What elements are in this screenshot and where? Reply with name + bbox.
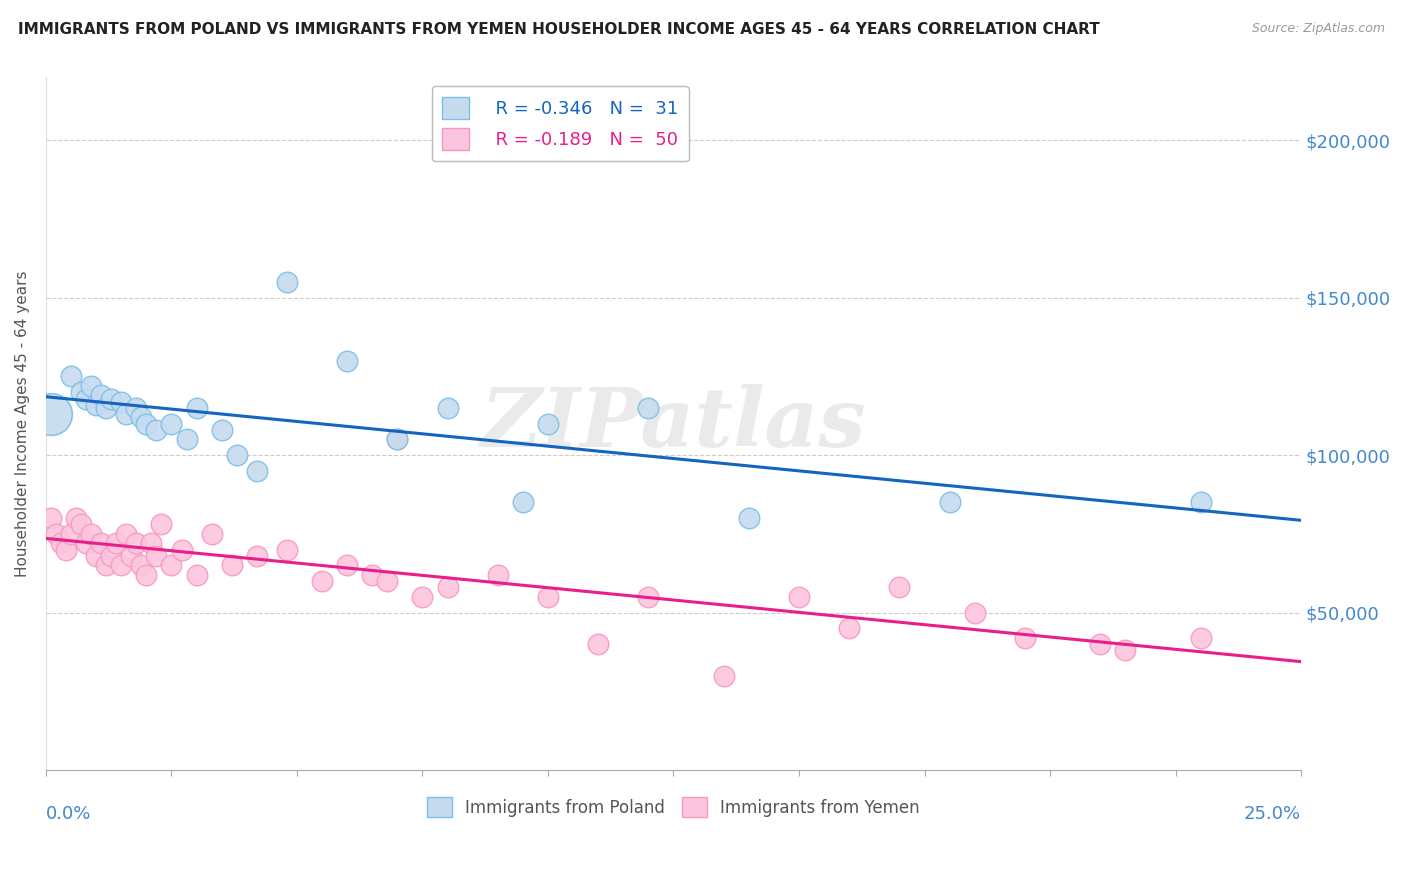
Point [889, 581, 911, 595]
Point [105, 536, 128, 550]
Point [201, 527, 224, 541]
Point [738, 511, 761, 525]
Point [115, 527, 138, 541]
Point [90, 388, 112, 402]
Point [387, 433, 409, 447]
Point [1189, 631, 1212, 645]
Y-axis label: Householder Income Ages 45 - 64 years: Householder Income Ages 45 - 64 years [15, 270, 30, 577]
Point [135, 567, 157, 582]
Point [436, 401, 458, 415]
Text: 25.0%: 25.0% [1244, 805, 1301, 822]
Point [186, 567, 208, 582]
Point [125, 536, 148, 550]
Point [375, 574, 398, 588]
Point [131, 410, 153, 425]
Point [787, 590, 810, 604]
Point [1189, 495, 1212, 509]
Point [96, 401, 118, 415]
Point [39, 407, 62, 421]
Point [938, 495, 960, 509]
Point [96, 558, 118, 573]
Point [411, 590, 433, 604]
Point [1014, 631, 1036, 645]
Point [336, 353, 359, 368]
Point [110, 394, 132, 409]
Point [486, 567, 509, 582]
Point [70, 385, 93, 400]
Point [387, 433, 409, 447]
Point [537, 417, 560, 431]
Point [65, 511, 87, 525]
Text: 0.0%: 0.0% [46, 805, 91, 822]
Point [125, 401, 148, 415]
Point [336, 558, 359, 573]
Point [361, 567, 384, 582]
Point [436, 581, 458, 595]
Point [311, 574, 333, 588]
Point [963, 606, 986, 620]
Text: ZIPatlas: ZIPatlas [481, 384, 866, 464]
Point [120, 549, 142, 563]
Point [75, 392, 97, 406]
Point [75, 536, 97, 550]
Text: Source: ZipAtlas.com: Source: ZipAtlas.com [1251, 22, 1385, 36]
Point [135, 417, 157, 431]
Point [70, 517, 93, 532]
Point [637, 401, 659, 415]
Point [100, 549, 122, 563]
Point [1114, 643, 1136, 657]
Point [80, 527, 103, 541]
Point [150, 517, 173, 532]
Point [225, 448, 247, 462]
Point [246, 549, 269, 563]
Point [60, 527, 83, 541]
Point [84, 398, 107, 412]
Point [211, 423, 233, 437]
Point [537, 590, 560, 604]
Point [276, 542, 298, 557]
Text: IMMIGRANTS FROM POLAND VS IMMIGRANTS FROM YEMEN HOUSEHOLDER INCOME AGES 45 - 64 : IMMIGRANTS FROM POLAND VS IMMIGRANTS FRO… [18, 22, 1099, 37]
Point [39, 511, 62, 525]
Point [110, 558, 132, 573]
Point [55, 542, 77, 557]
Point [141, 536, 163, 550]
Point [838, 621, 860, 635]
Point [84, 549, 107, 563]
Point [170, 542, 193, 557]
Point [512, 495, 534, 509]
Point [131, 558, 153, 573]
Point [1090, 637, 1112, 651]
Point [145, 549, 167, 563]
Point [160, 417, 183, 431]
Point [713, 668, 735, 682]
Point [80, 379, 103, 393]
Point [276, 275, 298, 289]
Point [145, 423, 167, 437]
Point [115, 407, 138, 421]
Point [49, 536, 72, 550]
Point [586, 637, 609, 651]
Point [100, 392, 122, 406]
Point [45, 527, 67, 541]
Point [60, 369, 83, 384]
Point [246, 464, 269, 478]
Legend: Immigrants from Poland, Immigrants from Yemen: Immigrants from Poland, Immigrants from … [420, 790, 927, 824]
Point [221, 558, 243, 573]
Point [176, 433, 198, 447]
Point [186, 401, 208, 415]
Point [637, 590, 659, 604]
Point [90, 536, 112, 550]
Point [160, 558, 183, 573]
